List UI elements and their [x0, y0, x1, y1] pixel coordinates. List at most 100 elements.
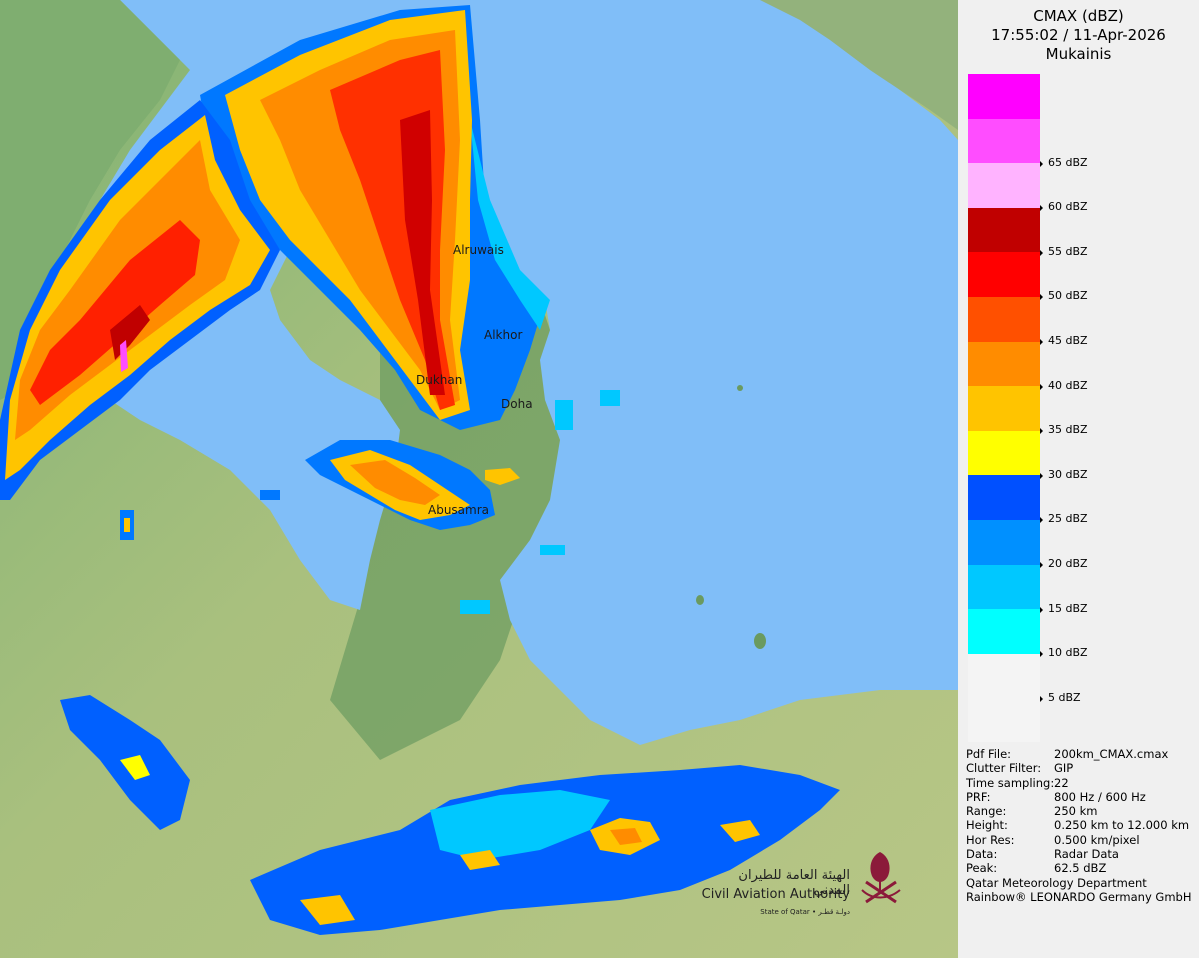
city-label-dukhan: Dukhan	[416, 373, 462, 387]
scale-tick	[1040, 161, 1043, 167]
logo-state-text: State of Qatar • دولـة قطـر	[760, 908, 850, 916]
island	[696, 595, 704, 605]
logo-arabic-text: الهيئة العامة للطيران المدني	[738, 868, 850, 898]
scale-swatch	[968, 252, 1040, 297]
metadata-row: Time sampling: 22	[966, 776, 1198, 790]
scale-tick	[1040, 473, 1043, 479]
echo-south-yellow-4	[460, 850, 500, 870]
echo-central-orange	[350, 460, 440, 505]
island	[737, 385, 743, 391]
caa-emblem	[861, 852, 901, 904]
radar-map-canvas: Alruwais Alkhor Dukhan Doha Abusamra	[0, 0, 958, 958]
echo-speck	[555, 400, 573, 430]
scale-label: 35 dBZ	[1048, 423, 1088, 436]
credit-department: Qatar Meteorology Department	[966, 875, 1147, 890]
scale-label: 45 dBZ	[1048, 334, 1088, 347]
metadata-value: 200km_CMAX.cmax	[1054, 747, 1169, 761]
scale-tick	[1040, 339, 1043, 345]
scale-label: 55 dBZ	[1048, 245, 1088, 258]
metadata-value: 0.500 km/pixel	[1054, 832, 1140, 847]
logo-english-text: Civil Aviation Authority	[701, 887, 850, 902]
radar-map: Alruwais Alkhor Dukhan Doha Abusamra اله…	[0, 0, 958, 958]
city-label-alruwais: Alruwais	[453, 243, 504, 257]
scale-label: 60 dBZ	[1048, 200, 1088, 213]
scale-tick	[1040, 294, 1043, 300]
scale-swatch	[968, 208, 1040, 253]
scale-swatch	[968, 654, 1040, 742]
legend-header: CMAX (dBZ) 17:55:02 / 11-Apr-2026 Mukain…	[958, 0, 1199, 64]
echo-south-orange	[610, 828, 642, 845]
scale-label: 5 dBZ	[1048, 691, 1081, 704]
scale-swatch	[968, 520, 1040, 565]
city-label-abusamra: Abusamra	[428, 503, 489, 517]
scale-label: 30 dBZ	[1048, 468, 1088, 481]
metadata-key: Height:	[966, 818, 1008, 833]
scale-label: 20 dBZ	[1048, 557, 1088, 570]
echo-speck	[124, 518, 130, 532]
scale-tick	[1040, 607, 1043, 613]
metadata-value: 250 km	[1054, 804, 1098, 819]
legend-panel: CMAX (dBZ) 17:55:02 / 11-Apr-2026 Mukain…	[958, 0, 1199, 958]
product-title: CMAX (dBZ)	[1033, 7, 1124, 25]
metadata-key: Range:	[966, 804, 1007, 819]
scale-swatch	[968, 386, 1040, 431]
echo-west-red	[30, 220, 200, 405]
scale-swatch	[968, 565, 1040, 610]
metadata-row: Hor Res: 0.500 km/pixel	[966, 833, 1198, 847]
echo-west-core	[110, 305, 150, 360]
echo-north-core	[400, 110, 445, 395]
scale-label: 65 dBZ	[1048, 156, 1088, 169]
echo-small-cell	[485, 468, 520, 485]
echo-south-yellow-3	[300, 895, 355, 925]
scale-label: 15 dBZ	[1048, 602, 1088, 615]
metadata-key: Time sampling:	[966, 775, 1055, 790]
metadata-row: PRF: 800 Hz / 600 Hz	[966, 790, 1198, 804]
radar-echoes	[0, 5, 840, 935]
metadata-value: GIP	[1054, 761, 1074, 776]
metadata-value: 62.5 dBZ	[1054, 861, 1107, 876]
scale-tick	[1040, 651, 1043, 657]
scale-tick	[1040, 250, 1043, 256]
scale-label: 40 dBZ	[1048, 379, 1088, 392]
scale-swatch	[968, 297, 1040, 342]
scale-swatch	[968, 609, 1040, 654]
echo-west-peak	[120, 340, 128, 372]
radar-site: Mukainis	[1045, 45, 1112, 63]
scale-swatch	[968, 342, 1040, 387]
caa-logo: الهيئة العامة للطيران المدني Civil Aviat…	[700, 850, 920, 925]
scale-label: 10 dBZ	[1048, 646, 1088, 659]
metadata-value: 800 Hz / 600 Hz	[1054, 789, 1146, 804]
iran-land	[760, 0, 958, 130]
scale-swatch	[968, 163, 1040, 208]
scale-tick	[1040, 696, 1043, 702]
metadata-value: 0.250 km to 12.000 km	[1054, 818, 1190, 833]
echo-south-yellow-2	[720, 820, 760, 842]
metadata-value: 22	[1054, 775, 1069, 790]
scale-tick	[1040, 517, 1043, 523]
scale-tick	[1040, 205, 1043, 211]
island	[754, 633, 766, 649]
echo-north-cyan	[470, 120, 550, 330]
metadata-key: PRF:	[966, 789, 991, 804]
metadata-value: Radar Data	[1054, 847, 1119, 862]
scale-swatch	[968, 74, 1040, 119]
metadata-rows: Pdf File: 200km_CMAX.cmax Clutter Filter: G…	[966, 747, 1198, 876]
scale-label: 25 dBZ	[1048, 512, 1088, 525]
city-label-alkhor: Alkhor	[484, 328, 522, 342]
city-label-doha: Doha	[501, 397, 533, 411]
echo-sw-yellow	[120, 755, 150, 780]
echo-speck	[600, 390, 620, 406]
scale-label: 50 dBZ	[1048, 289, 1088, 302]
metadata-row: Range: 250 km	[966, 804, 1198, 818]
scale-swatch	[968, 119, 1040, 164]
radar-metadata: Pdf File: 200km_CMAX.cmax Clutter Filter: G…	[966, 747, 1198, 904]
echo-speck	[460, 600, 490, 614]
metadata-row: Data: Radar Data	[966, 847, 1198, 861]
scale-swatch	[968, 431, 1040, 476]
metadata-key: Pdf File:	[966, 747, 1012, 761]
metadata-row: Pdf File: 200km_CMAX.cmax	[966, 747, 1198, 761]
credit-vendor: Rainbow® LEONARDO Germany GmbH	[966, 889, 1192, 904]
echo-south-blue	[250, 765, 840, 935]
metadata-key: Clutter Filter:	[966, 761, 1042, 776]
metadata-key: Peak:	[966, 861, 998, 876]
